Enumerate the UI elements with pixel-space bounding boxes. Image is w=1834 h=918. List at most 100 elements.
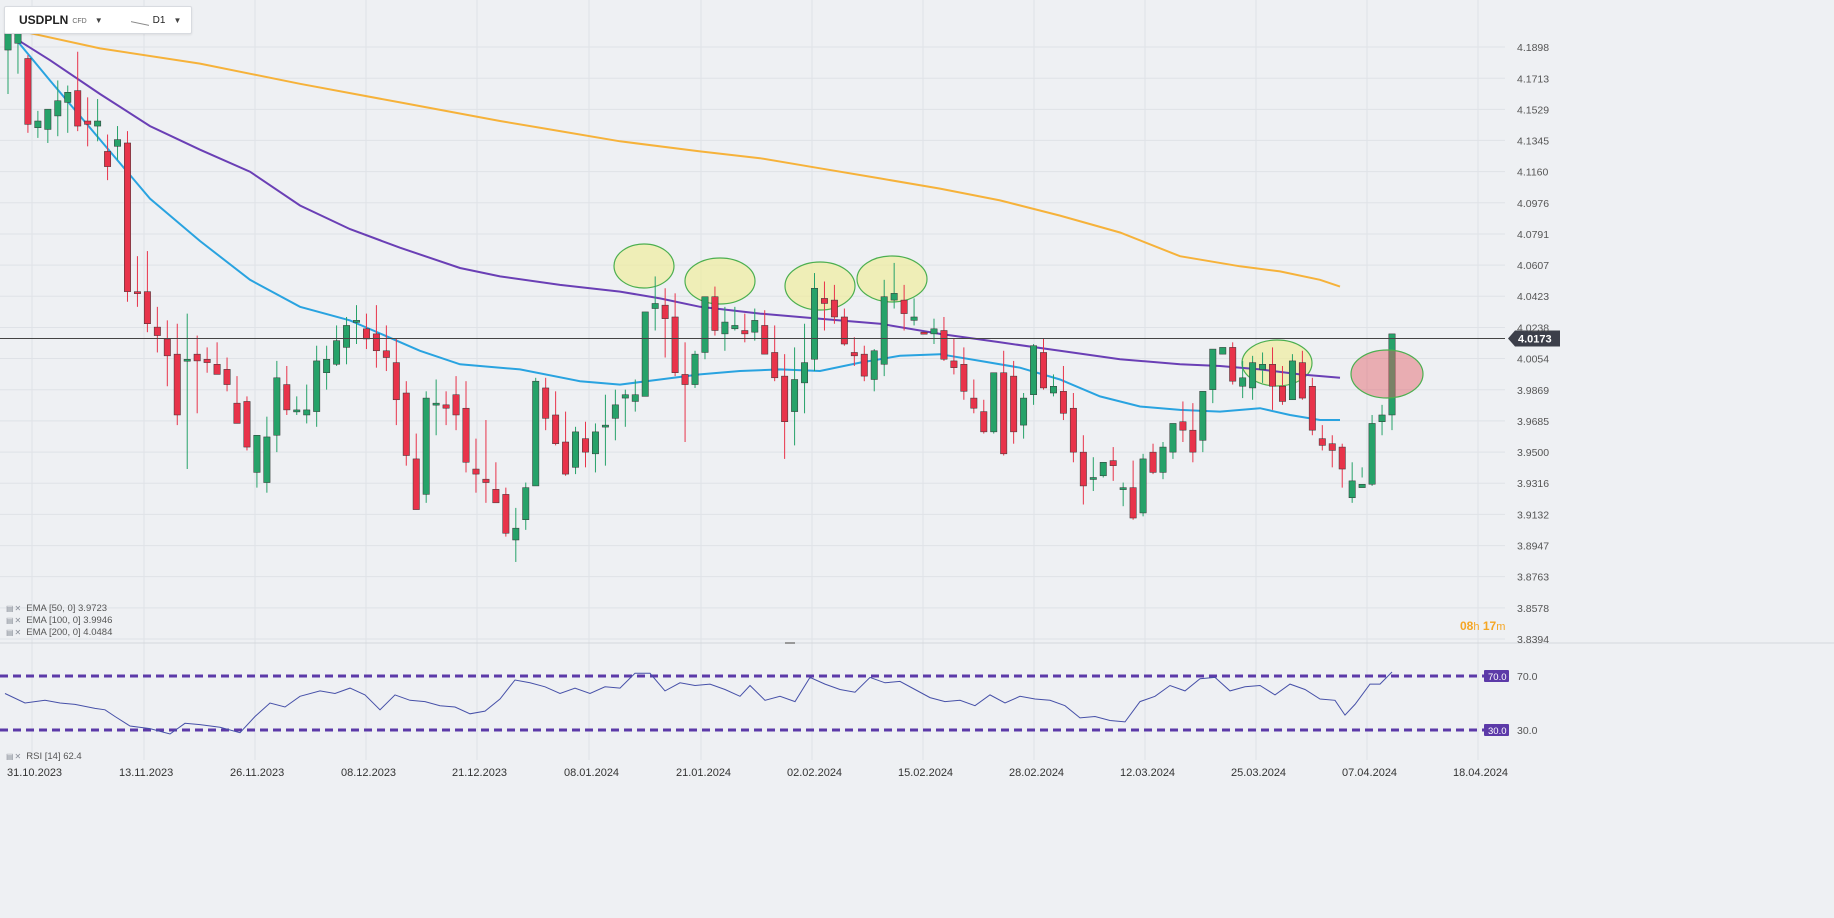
candle-body — [203, 358, 211, 363]
period-label: D1 — [152, 14, 166, 26]
candle-body — [74, 90, 82, 127]
ema-lines — [14, 28, 1341, 421]
candle-body — [1089, 477, 1097, 480]
indicator-legend-ema100[interactable]: ▤✕ EMA [100, 0] 3.9946 — [6, 615, 112, 626]
settings-close-icon[interactable]: ▤✕ — [6, 616, 23, 625]
candle-body — [343, 325, 350, 348]
settings-close-icon[interactable]: ▤✕ — [6, 752, 23, 761]
price-tick-label: 4.0238 — [1517, 322, 1549, 334]
price-tick-label: 4.0423 — [1517, 291, 1549, 303]
date-tick-label: 08.12.2023 — [341, 767, 396, 779]
candle-body — [1338, 446, 1346, 470]
candle-body — [641, 311, 649, 397]
candle-body — [452, 394, 460, 416]
date-tick-label: 25.03.2024 — [1231, 767, 1286, 779]
price-tick-label: 3.9500 — [1517, 447, 1549, 459]
price-tick-label: 3.9316 — [1517, 478, 1549, 490]
countdown-hours: 08 — [1460, 619, 1474, 633]
candle-body — [293, 409, 301, 413]
chevron-down-icon: ▼ — [173, 15, 182, 25]
candle-body — [552, 414, 560, 444]
candle-body — [492, 489, 500, 504]
candle-body — [372, 333, 380, 352]
highlight-ellipse — [784, 261, 856, 311]
candle-body — [382, 350, 390, 358]
candle-body — [701, 296, 709, 353]
period-selector[interactable]: D1 ▼ — [113, 7, 192, 33]
candle-body — [442, 404, 450, 409]
candle-body — [303, 409, 311, 416]
candle-body — [502, 494, 510, 534]
indicator-label: EMA [200, 0] 4.0484 — [26, 627, 113, 638]
candle-body — [223, 369, 231, 385]
highlight-ellipse — [613, 243, 675, 289]
candle-body — [711, 296, 719, 331]
candle-body — [890, 293, 898, 301]
candle-body — [472, 468, 480, 475]
candle-body — [1199, 391, 1207, 441]
date-tick-label: 28.02.2024 — [1009, 767, 1064, 779]
candle-body — [950, 360, 958, 368]
candle-body — [1010, 375, 1018, 433]
indicator-legend-rsi[interactable]: ▤✕ RSI [14] 62.4 — [6, 751, 82, 762]
price-tick-label: 4.0607 — [1517, 260, 1549, 272]
candle-body — [482, 478, 490, 483]
indicator-legend-ema200[interactable]: ▤✕ EMA [200, 0] 4.0484 — [6, 627, 112, 638]
highlight-ellipse — [856, 255, 928, 303]
price-tick-label: 4.0976 — [1517, 198, 1549, 210]
candle-body — [671, 316, 679, 373]
candle-body — [781, 375, 789, 422]
candle-body — [1288, 360, 1296, 401]
candle-body — [721, 321, 729, 335]
candle-body — [1000, 372, 1008, 455]
candle-body — [153, 326, 161, 336]
candle-body — [761, 325, 769, 355]
candle-body — [64, 92, 72, 103]
candle-body — [920, 331, 928, 335]
candle-body — [880, 296, 888, 365]
candle-body — [273, 377, 281, 436]
candle-body — [681, 374, 689, 385]
price-tick-label: 3.9685 — [1517, 416, 1549, 428]
price-tick-label: 3.8578 — [1517, 603, 1549, 615]
price-tick-label: 3.8947 — [1517, 541, 1549, 553]
breakout-highlight — [1350, 349, 1424, 399]
countdown-minutes-unit: m — [1496, 621, 1506, 633]
candle-body — [243, 401, 251, 448]
candle-body — [731, 325, 739, 330]
rsi-level-badge-label: 70.0 — [1488, 672, 1507, 683]
date-tick-label: 08.01.2024 — [564, 767, 619, 779]
candle-body — [1328, 443, 1336, 451]
countdown-hours-unit: h — [1473, 621, 1480, 633]
candle-countdown: 08h 17m — [1460, 619, 1505, 633]
candle-body — [402, 392, 410, 456]
candle-body — [691, 353, 699, 385]
date-tick-label: 07.04.2024 — [1342, 767, 1397, 779]
date-tick-label: 21.12.2023 — [452, 767, 507, 779]
candle-body — [1139, 458, 1147, 514]
settings-close-icon[interactable]: ▤✕ — [6, 604, 23, 613]
candle-body — [1129, 487, 1137, 519]
candle-body — [1050, 386, 1057, 394]
candle-body — [1378, 414, 1386, 422]
date-tick-label: 18.04.2024 — [1453, 767, 1508, 779]
candle-body — [801, 362, 808, 384]
candle-body — [1149, 451, 1157, 473]
symbol-selector[interactable]: USDPLN CFD ▼ — [5, 7, 113, 33]
candle-body — [631, 394, 639, 402]
candle-body — [1318, 438, 1326, 446]
date-tick-label: 02.02.2024 — [787, 767, 842, 779]
candle-body — [163, 338, 171, 357]
candle-body — [1109, 460, 1117, 466]
candle-body — [1308, 386, 1316, 431]
candle-body — [84, 120, 92, 125]
candle-body — [661, 304, 669, 319]
indicator-legend-ema50[interactable]: ▤✕ EMA [50, 0] 3.9723 — [6, 603, 107, 614]
date-tick-label: 13.11.2023 — [119, 767, 173, 779]
candle-body — [1219, 347, 1227, 355]
highlight-ellipse — [684, 257, 756, 305]
candle-body — [1209, 348, 1217, 390]
candle-body — [133, 291, 141, 294]
settings-close-icon[interactable]: ▤✕ — [6, 628, 23, 637]
